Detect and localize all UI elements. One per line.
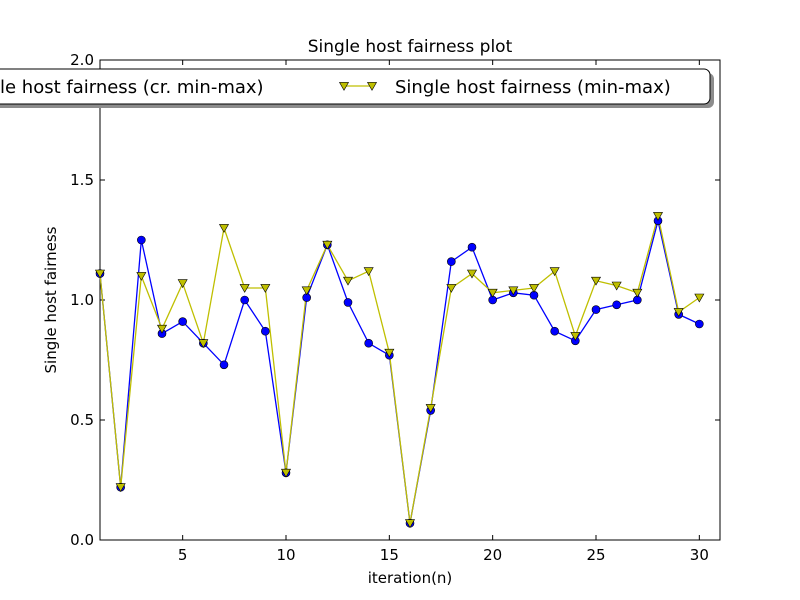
data-point-min-max: [632, 288, 643, 298]
x-tick-label: 15: [380, 546, 399, 564]
data-point-min-max: [611, 281, 622, 291]
x-tick-label: 5: [178, 546, 188, 564]
chart-title: Single host fairness plot: [308, 37, 513, 57]
data-point-cr-min-max: [447, 257, 456, 266]
legend-swatch-marker: [366, 82, 378, 91]
data-point-min-max: [487, 288, 498, 298]
y-axis-label: Single host fairness: [42, 226, 60, 373]
data-point-cr-min-max: [364, 338, 373, 348]
data-point-min-max: [301, 286, 312, 296]
data-point-min-max: [694, 293, 705, 303]
data-point-cr-min-max: [550, 326, 559, 336]
legend-label-min-max: Single host fairness (min-max): [395, 77, 671, 98]
data-point-min-max: [508, 286, 519, 296]
data-point-cr-min-max: [695, 319, 704, 329]
plot-area: [99, 59, 721, 541]
data-point-cr-min-max: [261, 326, 270, 336]
x-tick-label: 20: [483, 546, 502, 564]
y-tick-label: 0.5: [70, 411, 94, 429]
data-point-cr-min-max: [467, 242, 477, 252]
x-axis-label: iteration(n): [368, 569, 453, 587]
data-point-cr-min-max: [240, 295, 249, 305]
data-point-cr-min-max: [178, 317, 187, 326]
data-point-min-max: [384, 348, 395, 358]
data-point-min-max: [136, 272, 147, 281]
data-point-cr-min-max: [219, 360, 229, 370]
series-markers: [94, 212, 705, 529]
data-point-cr-min-max: [612, 300, 621, 310]
data-point-min-max: [260, 284, 271, 293]
data-point-min-max: [590, 276, 602, 286]
legend-swatch-min-max: [338, 82, 378, 91]
y-tick-label: 0.0: [70, 531, 94, 549]
legend: le host fairness (cr. min-max) Single ho…: [0, 68, 714, 108]
data-point-min-max: [342, 276, 354, 286]
data-point-min-max: [404, 519, 416, 529]
axis-ticks: 5 10 15 20 25 30 0.0 0.5 1.0 1.5 2.0: [70, 51, 720, 564]
y-tick-label: 1.5: [70, 171, 94, 189]
data-point-cr-min-max: [137, 235, 146, 245]
data-point-min-max: [322, 240, 333, 250]
legend-swatch-marker: [338, 82, 350, 91]
data-point-min-max: [673, 308, 684, 317]
x-tick-label: 30: [690, 546, 709, 564]
data-point-min-max: [652, 212, 664, 221]
x-tick-label: 25: [586, 546, 605, 564]
data-point-min-max: [115, 483, 126, 493]
data-point-min-max: [218, 224, 230, 233]
data-point-min-max: [528, 284, 540, 293]
data-point-min-max: [466, 269, 478, 279]
data-point-min-max: [239, 284, 250, 293]
series-line-min-max: [99, 215, 700, 524]
data-point-min-max: [363, 267, 374, 277]
data-point-min-max: [156, 324, 168, 334]
data-point-min-max: [446, 284, 457, 293]
data-point-cr-min-max: [591, 305, 601, 314]
data-point-min-max: [549, 267, 560, 277]
y-tick-label: 2.0: [70, 51, 94, 69]
data-point-cr-min-max: [343, 298, 353, 307]
data-point-min-max: [280, 468, 292, 478]
y-tick-label: 1.0: [70, 291, 94, 309]
data-point-min-max: [198, 339, 209, 349]
x-tick-label: 10: [276, 546, 295, 564]
data-point-min-max: [570, 332, 581, 341]
data-point-min-max: [425, 404, 436, 413]
data-point-min-max: [177, 279, 188, 289]
data-point-min-max: [94, 269, 106, 279]
legend-label-cr-min-max: le host fairness (cr. min-max): [0, 77, 264, 98]
